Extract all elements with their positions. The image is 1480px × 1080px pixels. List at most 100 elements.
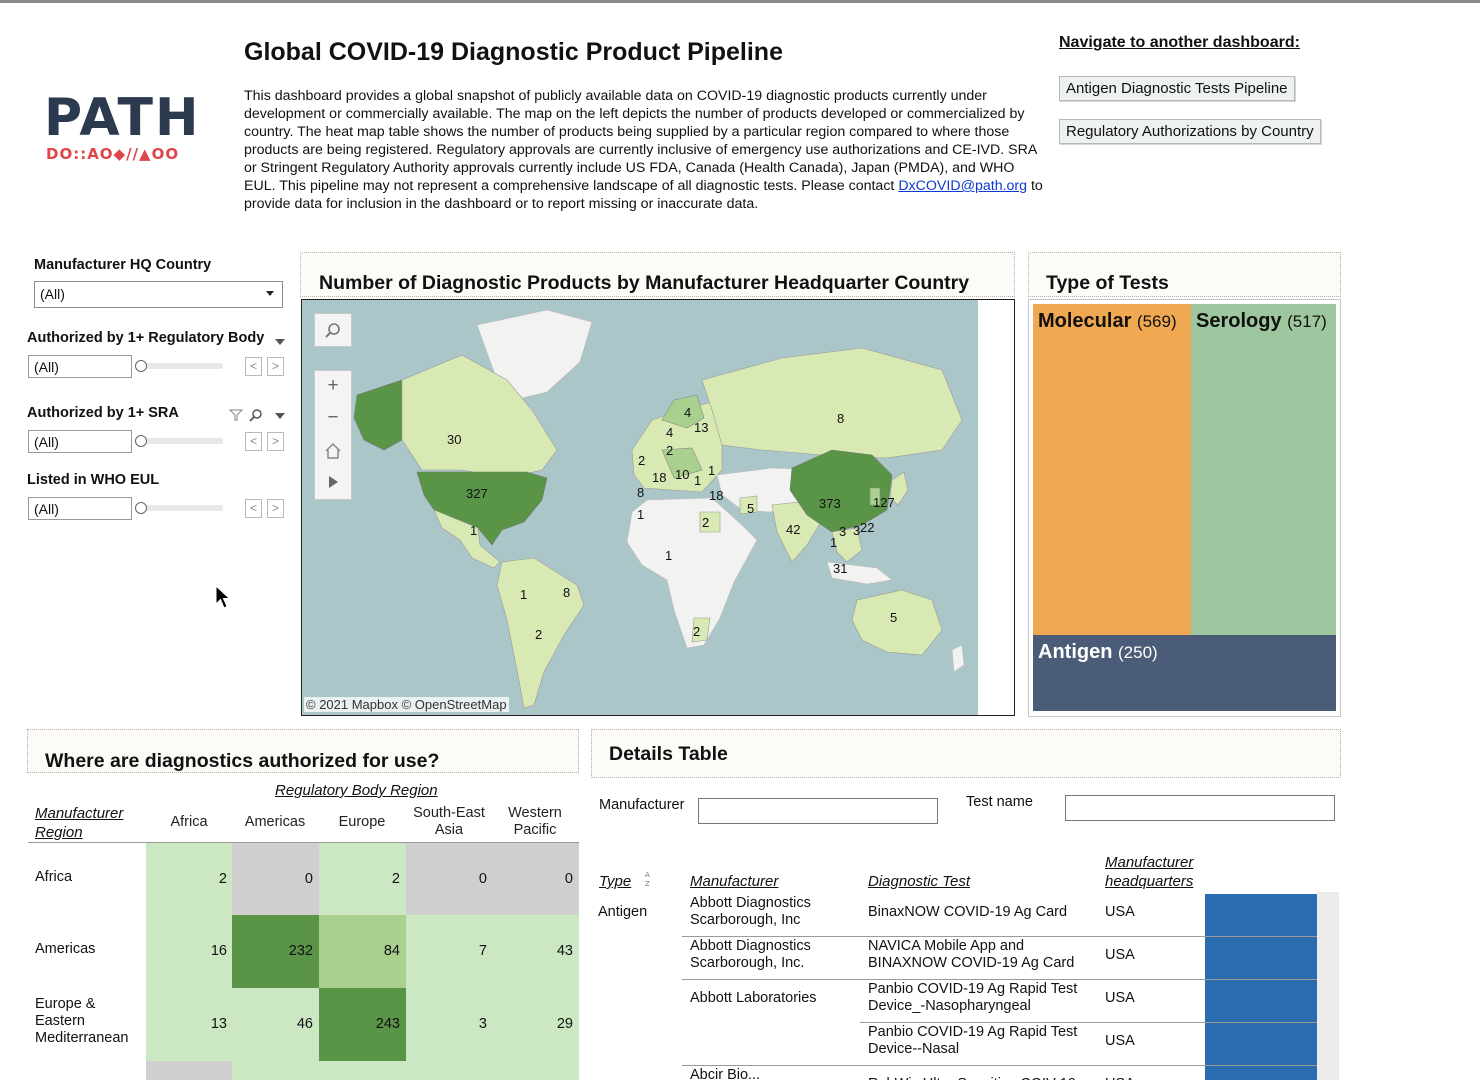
manufacturer-region-header-line1[interactable]: Manufacturer (35, 805, 124, 822)
search-icon[interactable] (249, 408, 263, 422)
map-count-colombia: 1 (520, 587, 528, 602)
map-count-russia: 8 (837, 411, 845, 426)
heatmap-header-rule (28, 842, 579, 843)
regulatory-body-next-button[interactable]: > (267, 357, 284, 376)
details-type-cell: Antigen (598, 904, 648, 920)
heatmap-cell[interactable]: 84 (319, 915, 406, 988)
heatmap-cell[interactable] (146, 1061, 233, 1080)
map-count-hongkong: 22 (860, 520, 875, 535)
svg-text:Z: Z (645, 880, 650, 888)
regulatory-region-header[interactable]: Regulatory Body Region (275, 782, 438, 799)
map-count-netherlands: 2 (666, 443, 674, 458)
sra-next-button[interactable]: > (267, 432, 284, 451)
sra-prev-button[interactable]: < (245, 432, 262, 451)
who-eul-slider-handle[interactable] (135, 502, 147, 514)
treemap-title: Type of Tests (1046, 272, 1169, 294)
heatmap-cell[interactable] (319, 1061, 406, 1080)
regulatory-authorizations-button[interactable]: Regulatory Authorizations by Country (1059, 119, 1321, 144)
map-count-australia: 5 (890, 610, 898, 625)
home-icon[interactable] (315, 435, 351, 467)
heatmap-cell[interactable]: 7 (406, 915, 493, 988)
heatmap-cell[interactable]: 0 (232, 843, 319, 916)
who-eul-next-button[interactable]: > (267, 499, 284, 518)
map-count-france: 18 (652, 470, 667, 485)
who-eul-prev-button[interactable]: < (245, 499, 262, 518)
heatmap-cell[interactable]: 232 (232, 915, 319, 988)
regulatory-body-prev-button[interactable]: < (245, 357, 262, 376)
play-icon[interactable] (315, 467, 351, 499)
details-hq-cell: USA (1105, 904, 1135, 920)
tile-molecular[interactable]: Molecular (569) (1033, 304, 1191, 635)
heatmap-cell[interactable] (232, 1061, 319, 1080)
map-count-sweden: 4 (684, 405, 692, 420)
heatmap-cell[interactable]: 0 (406, 843, 493, 916)
sra-slider-handle[interactable] (135, 435, 147, 447)
details-test-cell: NAVICA Mobile App and BINAXNOW COVID-19 … (868, 938, 1075, 971)
tile-antigen[interactable]: Antigen (250) (1033, 635, 1336, 711)
details-panel-header (591, 729, 1341, 778)
details-hq-cell: USA (1105, 1076, 1195, 1080)
manufacturer-region-header-line2[interactable]: Region (35, 824, 83, 841)
sort-az-icon[interactable]: AZ (644, 869, 654, 889)
regulatory-body-slider-handle[interactable] (135, 360, 147, 372)
top-border (0, 0, 1480, 3)
world-map-canvas[interactable] (302, 300, 978, 715)
heatmap-cell[interactable]: 0 (492, 843, 579, 916)
who-eul-input[interactable]: (All) (28, 497, 132, 520)
regulatory-body-slider-track[interactable] (137, 363, 223, 369)
details-row-divider (682, 936, 1317, 937)
col-header-hq-line2[interactable]: headquarters (1105, 873, 1194, 890)
map-search-control[interactable] (314, 313, 352, 347)
details-row-divider (860, 1022, 1317, 1023)
heatmap-cell[interactable]: 13 (146, 988, 233, 1061)
heatmap-col-south-east-asia: South-East Asia (413, 805, 485, 838)
map-count-south-africa: 2 (693, 624, 701, 639)
zoom-out-icon[interactable]: − (327, 407, 339, 428)
tile-serology-count: (517) (1287, 312, 1327, 331)
search-icon[interactable] (315, 314, 351, 346)
heatmap-cell[interactable]: 2 (146, 843, 233, 916)
col-header-manufacturer[interactable]: Manufacturer (690, 873, 779, 890)
map-count-iran: 5 (747, 501, 755, 516)
heatmap-cell[interactable]: 3 (406, 988, 493, 1061)
filter-menu-icon[interactable] (275, 339, 285, 345)
tile-molecular-count: (569) (1136, 312, 1177, 331)
antigen-pipeline-button[interactable]: Antigen Diagnostic Tests Pipeline (1059, 76, 1295, 101)
tile-serology-name: Serology (1196, 310, 1282, 332)
map-count-argentina: 2 (535, 627, 543, 642)
heatmap-cell[interactable] (406, 1061, 493, 1080)
heatmap-cell[interactable]: 16 (146, 915, 233, 988)
sra-input[interactable]: (All) (28, 430, 132, 453)
details-manufacturer-cell: Abcir Bio... (690, 1067, 761, 1080)
contact-email-link[interactable]: DxCOVID@path.org (898, 178, 1028, 194)
test-name-filter-input[interactable] (1065, 795, 1335, 821)
heatmap-row-label: Europe & Eastern Mediterranean (35, 996, 129, 1046)
heatmap-cell[interactable] (492, 1061, 579, 1080)
details-hq-cell: USA (1105, 947, 1135, 963)
details-manufacturer-cell: Abbott Diagnostics Scarborough, Inc. (690, 938, 811, 971)
heatmap-col-americas: Americas (244, 814, 306, 830)
col-header-type[interactable]: Type (599, 873, 632, 890)
heatmap-cell[interactable]: 2 (319, 843, 406, 916)
heatmap-cell[interactable]: 243 (319, 988, 406, 1061)
col-header-hq-line1[interactable]: Manufacturer (1105, 854, 1194, 871)
who-eul-slider-track[interactable] (137, 505, 223, 511)
sra-slider-track[interactable] (137, 438, 223, 444)
filter-menu-icon[interactable] (275, 413, 285, 419)
details-test-cell: BinaxNOW COVID-19 Ag Card (868, 904, 1068, 920)
regulatory-body-input[interactable]: (All) (28, 355, 132, 378)
heatmap-col-africa: Africa (170, 814, 208, 830)
heatmap-cell[interactable]: 29 (492, 988, 579, 1061)
zoom-in-icon[interactable]: + (327, 375, 339, 396)
heatmap-cell[interactable]: 43 (492, 915, 579, 988)
hq-country-dropdown[interactable]: (All) (34, 281, 283, 308)
col-header-diagnostic-test[interactable]: Diagnostic Test (868, 873, 970, 890)
tile-antigen-name: Antigen (1038, 641, 1113, 663)
manufacturer-filter-input[interactable] (698, 798, 938, 824)
world-map[interactable]: 30 327 1 1 8 2 8 4 4 13 2 2 18 10 1 1 18… (302, 300, 978, 715)
details-test-cell: RabWiz Ultra Sensitive COIV-19 (868, 1076, 1098, 1080)
heatmap-cell[interactable]: 46 (232, 988, 319, 1061)
filter-funnel-icon[interactable] (229, 409, 243, 421)
details-scrollbar[interactable] (1317, 892, 1339, 1080)
tile-serology[interactable]: Serology (517) (1191, 304, 1336, 635)
